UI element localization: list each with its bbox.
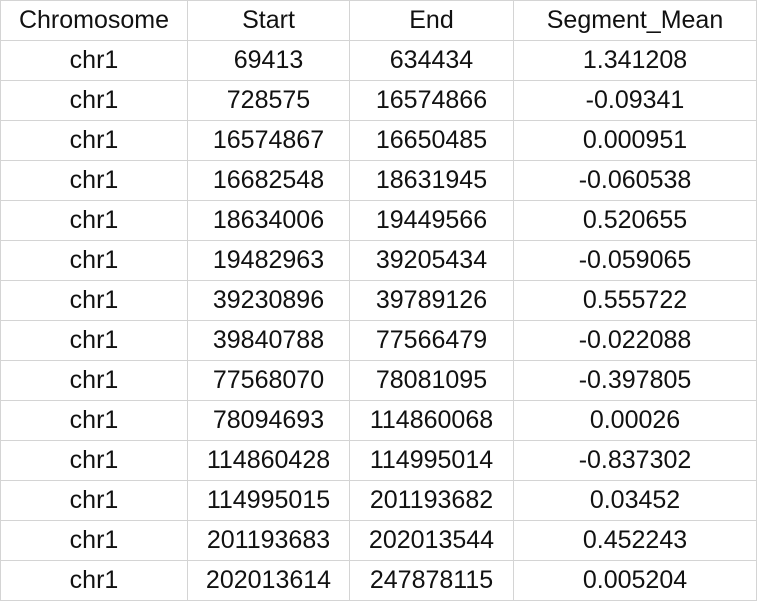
- table-body: chr1 69413 634434 1.341208 chr1 728575 1…: [0, 40, 757, 601]
- cell-start[interactable]: 202013614: [187, 560, 350, 601]
- cell-chromosome[interactable]: chr1: [0, 80, 188, 121]
- cell-start[interactable]: 78094693: [187, 400, 350, 441]
- header-row: Chromosome Start End Segment_Mean: [0, 0, 757, 41]
- table-row: chr1 201193683 202013544 0.452243: [0, 520, 757, 561]
- table-row: chr1 39230896 39789126 0.555722: [0, 280, 757, 321]
- cell-segment-mean[interactable]: -0.059065: [513, 240, 757, 281]
- table-row: chr1 39840788 77566479 -0.022088: [0, 320, 757, 361]
- cell-end[interactable]: 16650485: [349, 120, 514, 161]
- cell-chromosome[interactable]: chr1: [0, 40, 188, 81]
- cell-start[interactable]: 19482963: [187, 240, 350, 281]
- cell-segment-mean[interactable]: 0.000951: [513, 120, 757, 161]
- cell-end[interactable]: 16574866: [349, 80, 514, 121]
- table-row: chr1 202013614 247878115 0.005204: [0, 560, 757, 601]
- cell-start[interactable]: 201193683: [187, 520, 350, 561]
- cell-start[interactable]: 16574867: [187, 120, 350, 161]
- table-row: chr1 78094693 114860068 0.00026: [0, 400, 757, 441]
- cell-start[interactable]: 39840788: [187, 320, 350, 361]
- cell-start[interactable]: 16682548: [187, 160, 350, 201]
- cell-end[interactable]: 201193682: [349, 480, 514, 521]
- cell-chromosome[interactable]: chr1: [0, 160, 188, 201]
- table-header: Chromosome Start End Segment_Mean: [0, 0, 757, 41]
- cell-segment-mean[interactable]: 0.005204: [513, 560, 757, 601]
- cell-end[interactable]: 114995014: [349, 440, 514, 481]
- cell-start[interactable]: 39230896: [187, 280, 350, 321]
- header-cell-chromosome[interactable]: Chromosome: [0, 0, 188, 41]
- cell-chromosome[interactable]: chr1: [0, 400, 188, 441]
- cell-chromosome[interactable]: chr1: [0, 280, 188, 321]
- cell-start[interactable]: 77568070: [187, 360, 350, 401]
- cell-segment-mean[interactable]: 0.452243: [513, 520, 757, 561]
- cell-chromosome[interactable]: chr1: [0, 560, 188, 601]
- table-row: chr1 114995015 201193682 0.03452: [0, 480, 757, 521]
- cell-segment-mean[interactable]: -0.060538: [513, 160, 757, 201]
- cell-end[interactable]: 19449566: [349, 200, 514, 241]
- cell-start[interactable]: 114995015: [187, 480, 350, 521]
- cell-chromosome[interactable]: chr1: [0, 520, 188, 561]
- cell-segment-mean[interactable]: -0.022088: [513, 320, 757, 361]
- cell-start[interactable]: 69413: [187, 40, 350, 81]
- cell-end[interactable]: 114860068: [349, 400, 514, 441]
- cell-start[interactable]: 114860428: [187, 440, 350, 481]
- cell-segment-mean[interactable]: -0.09341: [513, 80, 757, 121]
- cell-end[interactable]: 77566479: [349, 320, 514, 361]
- cell-end[interactable]: 39789126: [349, 280, 514, 321]
- header-cell-start[interactable]: Start: [187, 0, 350, 41]
- table-row: chr1 69413 634434 1.341208: [0, 40, 757, 81]
- table-row: chr1 16682548 18631945 -0.060538: [0, 160, 757, 201]
- cell-chromosome[interactable]: chr1: [0, 200, 188, 241]
- cell-chromosome[interactable]: chr1: [0, 440, 188, 481]
- cell-end[interactable]: 202013544: [349, 520, 514, 561]
- cell-chromosome[interactable]: chr1: [0, 240, 188, 281]
- cell-segment-mean[interactable]: 1.341208: [513, 40, 757, 81]
- cell-segment-mean[interactable]: -0.837302: [513, 440, 757, 481]
- cell-chromosome[interactable]: chr1: [0, 120, 188, 161]
- cell-segment-mean[interactable]: 0.03452: [513, 480, 757, 521]
- table-row: chr1 114860428 114995014 -0.837302: [0, 440, 757, 481]
- cell-end[interactable]: 247878115: [349, 560, 514, 601]
- table-row: chr1 16574867 16650485 0.000951: [0, 120, 757, 161]
- cell-start[interactable]: 18634006: [187, 200, 350, 241]
- table-row: chr1 19482963 39205434 -0.059065: [0, 240, 757, 281]
- table-row: chr1 18634006 19449566 0.520655: [0, 200, 757, 241]
- header-cell-end[interactable]: End: [349, 0, 514, 41]
- cell-end[interactable]: 634434: [349, 40, 514, 81]
- cell-chromosome[interactable]: chr1: [0, 480, 188, 521]
- table-row: chr1 77568070 78081095 -0.397805: [0, 360, 757, 401]
- cell-segment-mean[interactable]: 0.555722: [513, 280, 757, 321]
- table-row: chr1 728575 16574866 -0.09341: [0, 80, 757, 121]
- header-cell-segment-mean[interactable]: Segment_Mean: [513, 0, 757, 41]
- cell-chromosome[interactable]: chr1: [0, 360, 188, 401]
- cell-segment-mean[interactable]: 0.520655: [513, 200, 757, 241]
- cell-end[interactable]: 39205434: [349, 240, 514, 281]
- cell-start[interactable]: 728575: [187, 80, 350, 121]
- cell-segment-mean[interactable]: 0.00026: [513, 400, 757, 441]
- cell-chromosome[interactable]: chr1: [0, 320, 188, 361]
- cell-end[interactable]: 78081095: [349, 360, 514, 401]
- cell-end[interactable]: 18631945: [349, 160, 514, 201]
- cell-segment-mean[interactable]: -0.397805: [513, 360, 757, 401]
